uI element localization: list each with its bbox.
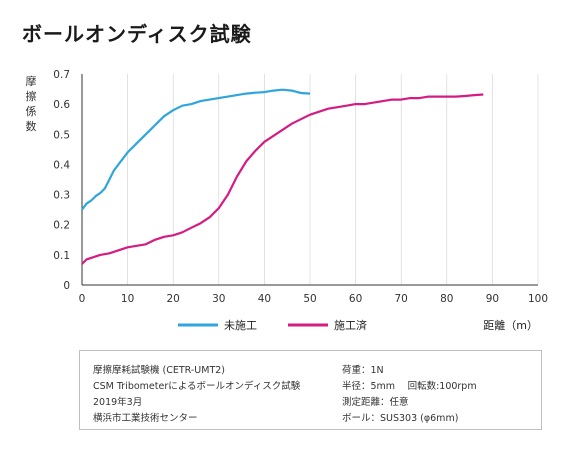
y-tick-label: 0 [63,280,70,292]
info-method: CSM Tribometerによるボールオンディスク試験 [93,381,301,392]
y-axis-label: 摩 擦 係 数 [25,75,37,133]
x-axis-label: 距離（m） [483,318,538,332]
info-distance: 測定距離：任意 [342,397,409,408]
series-line-untreated [81,88,311,211]
x-tick-label: 90 [486,293,499,305]
y-tick-label: 0.7 [53,69,70,81]
x-tick-label: 50 [303,293,316,305]
info-right-column: 荷重：1N 半径：5mm 回転数:100rpm 測定距離：任意 ボール：SUS3… [342,363,477,427]
x-tick-label: 10 [121,293,134,305]
x-tick-label: 30 [212,293,225,305]
x-tick-label: 80 [440,293,453,305]
y-tick-label: 0.2 [53,220,70,232]
x-tick-label: 40 [258,293,271,305]
info-load: 荷重：1N [342,365,384,376]
x-tick-label: 70 [395,293,408,305]
x-tick-label: 20 [167,293,180,305]
info-apparatus: 摩擦摩耗試験機 (CETR-UMT2) [93,365,226,376]
y-tick-label: 0.5 [53,129,70,141]
info-left-column: 摩擦摩耗試験機 (CETR-UMT2) CSM Tribometerによるボール… [93,363,300,427]
info-organization: 横浜市工業技術センター [93,413,198,424]
info-ball: ボール：SUS303 (φ6mm) [342,413,459,424]
y-tick-label: 0.3 [53,190,70,202]
test-info-box: 摩擦摩耗試験機 (CETR-UMT2) CSM Tribometerによるボール… [79,350,542,430]
page-title: ボールオンディスク試験 [22,22,252,46]
legend-label: 未施工 [224,319,257,332]
info-radius-speed: 半径：5mm 回転数:100rpm [342,381,477,392]
x-tick-label: 0 [79,293,86,305]
info-date: 2019年3月 [93,397,143,408]
y-tick-label: 0.6 [53,99,70,111]
x-tick-label: 100 [528,293,548,305]
y-tick-label: 0.1 [53,250,70,262]
series-line-treated [81,93,484,265]
legend-label: 施工済 [334,318,367,332]
x-tick-label: 60 [349,293,362,305]
y-tick-label: 0.4 [53,159,70,171]
